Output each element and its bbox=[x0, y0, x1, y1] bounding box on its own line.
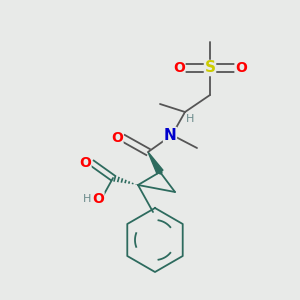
Text: O: O bbox=[235, 61, 247, 75]
Text: S: S bbox=[205, 61, 215, 76]
Text: O: O bbox=[173, 61, 185, 75]
Polygon shape bbox=[148, 152, 163, 174]
Text: O: O bbox=[111, 131, 123, 145]
Text: O: O bbox=[92, 192, 104, 206]
Text: N: N bbox=[164, 128, 176, 142]
Text: O: O bbox=[79, 156, 91, 170]
Text: H: H bbox=[186, 114, 194, 124]
Text: H: H bbox=[83, 194, 91, 204]
